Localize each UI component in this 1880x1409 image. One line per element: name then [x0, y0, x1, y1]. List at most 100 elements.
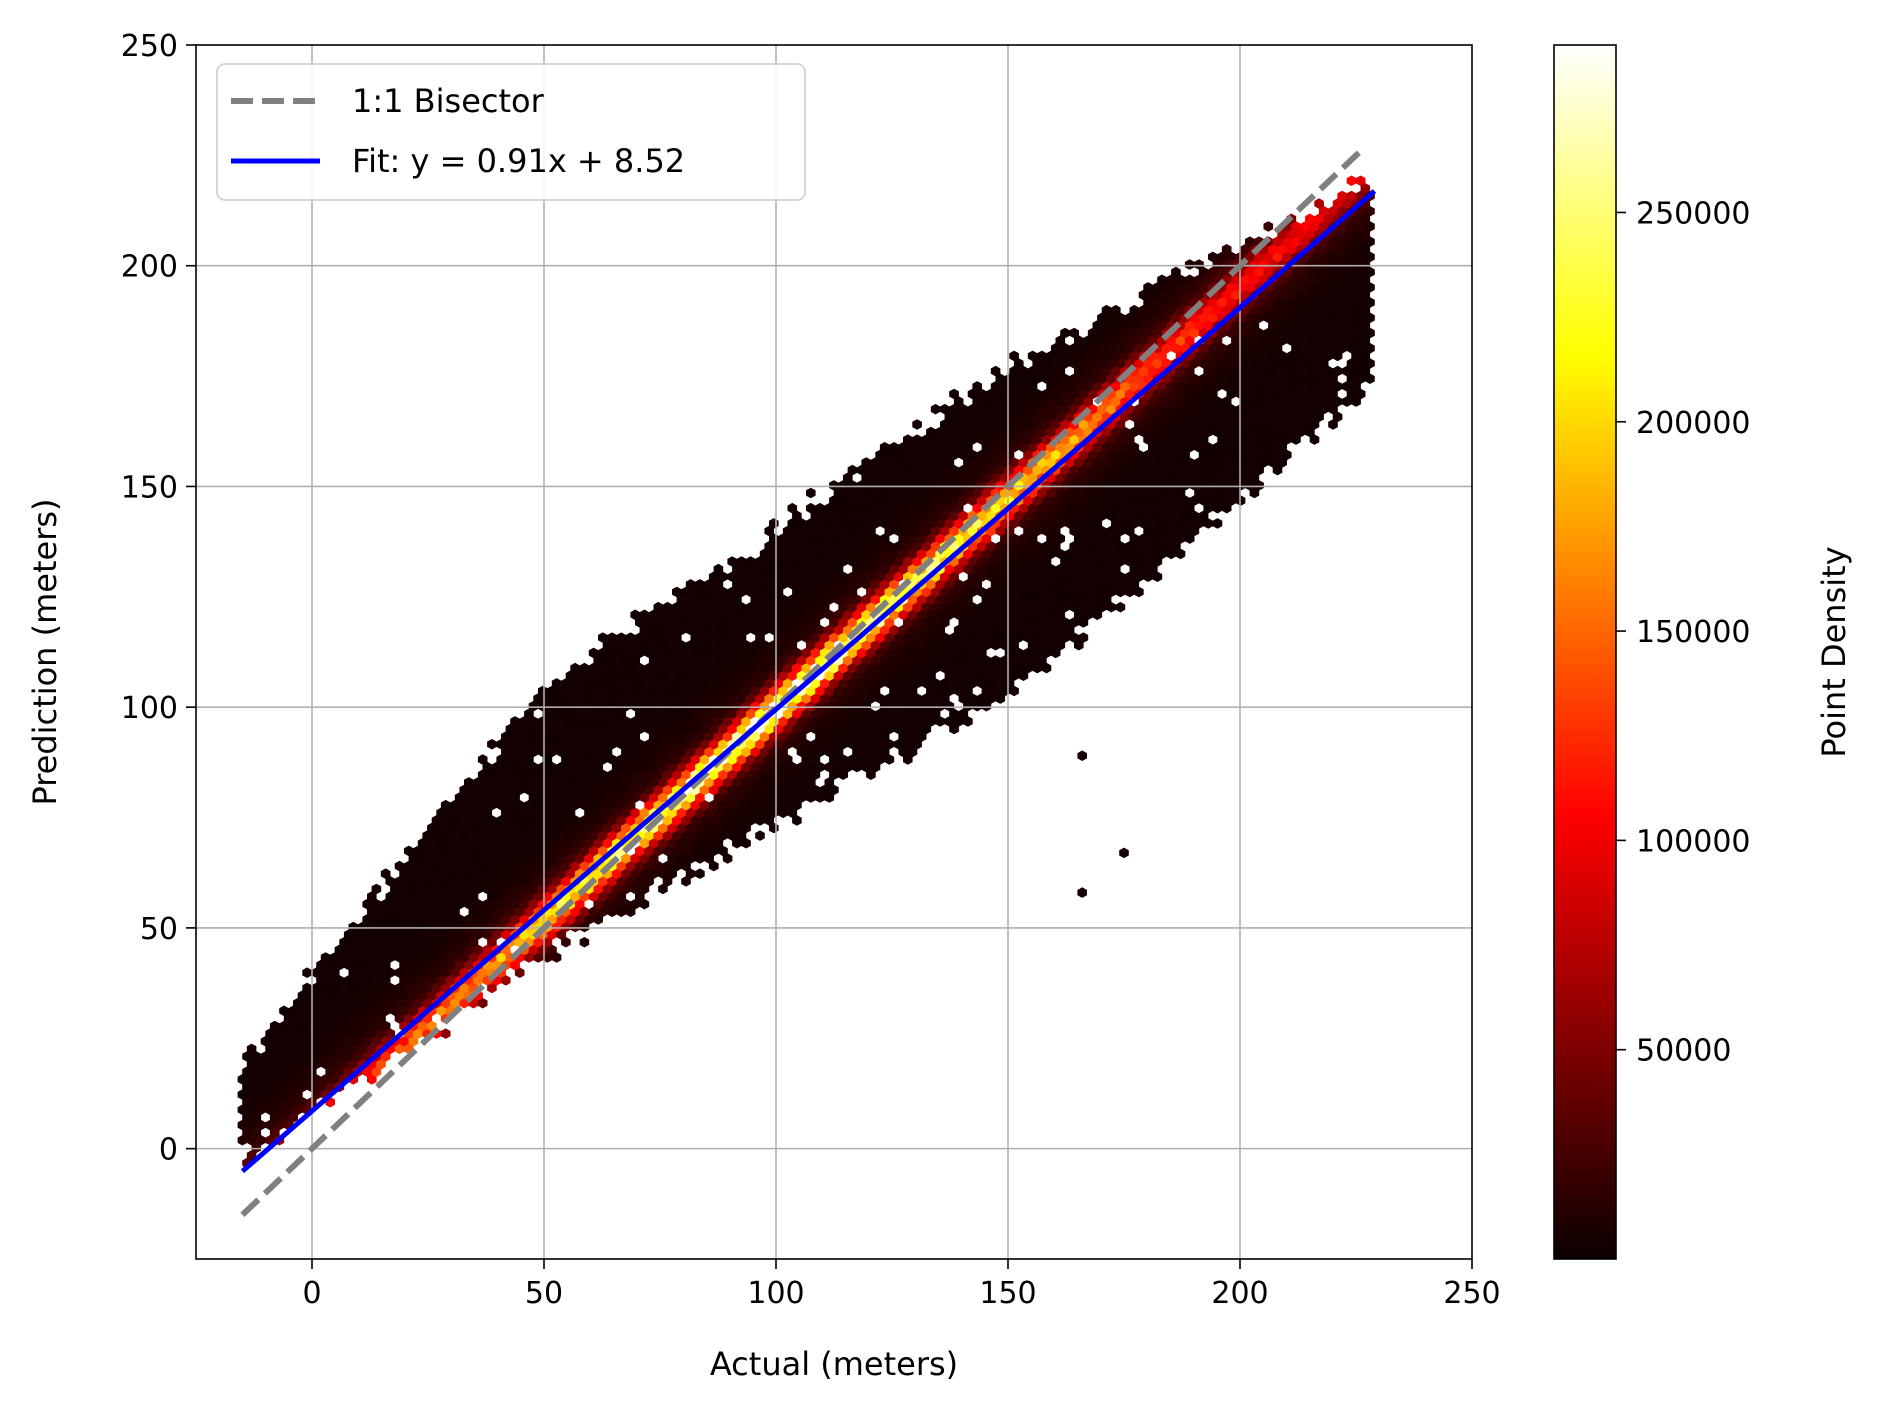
density-hex-394: [538, 944, 548, 956]
density-hex-1751: [1009, 670, 1019, 681]
density-hex-470: [371, 914, 382, 925]
density-hex-53: [288, 1081, 298, 1093]
density-hex-1094: [658, 777, 668, 788]
density-hex-291: [380, 975, 391, 986]
density-hex-1709: [611, 670, 622, 681]
density-hex-1422: [602, 716, 613, 727]
density-hex-435: [491, 929, 502, 940]
density-hex-1466: [570, 708, 580, 720]
density-hex-732: [639, 853, 650, 864]
density-hex-1092: [639, 777, 650, 788]
density-hex-1707: [593, 670, 603, 681]
density-hex-1210: [653, 754, 664, 765]
density-hex-1675: [745, 678, 756, 689]
density-hex-654: [510, 868, 520, 879]
density-hex-1086: [584, 777, 594, 788]
density-hex-1199: [542, 754, 553, 765]
density-hex-1577: [736, 693, 747, 704]
density-hex-456: [468, 921, 479, 933]
density-hex-422: [371, 929, 382, 940]
density-hex-4039: [1077, 750, 1087, 761]
density-hex-1614: [621, 685, 631, 697]
density-hex-1445: [815, 716, 825, 727]
density-hex-153: [274, 1028, 285, 1039]
density-hex-372: [551, 952, 562, 963]
density-hex-1562: [598, 693, 608, 704]
density-hex-1374: [579, 723, 590, 735]
density-hex-937: [630, 807, 640, 819]
density-hex-872: [685, 822, 696, 834]
density-hex-50: [260, 1081, 271, 1093]
density-hex-1174: [695, 761, 705, 773]
density-hex-1578: [745, 693, 756, 704]
colorbar-tick-label-150000: 150000: [1636, 615, 1751, 650]
density-hex-645: [427, 868, 437, 879]
density-hex-1335: [611, 731, 622, 742]
density-hex-484: [501, 914, 511, 925]
density-hex-802: [685, 838, 696, 849]
density-hex-1547: [907, 700, 918, 712]
density-hex-434: [482, 929, 493, 940]
density-hex-1430: [676, 716, 687, 727]
density-hex-1324: [510, 731, 520, 742]
density-hex-389: [482, 944, 493, 956]
density-hex-1100: [713, 777, 724, 788]
density-hex-1688: [866, 678, 876, 689]
density-hex-1204: [598, 754, 608, 765]
density-hex-1734: [843, 670, 853, 681]
density-hex-1444: [806, 716, 816, 727]
density-hex-316: [422, 967, 433, 978]
density-hex-1141: [745, 769, 756, 780]
density-hex-712: [454, 853, 465, 864]
density-hex-102: [242, 1051, 252, 1062]
density-hex-1645: [926, 685, 936, 697]
density-hex-159: [330, 1028, 340, 1039]
density-hex-164: [376, 1028, 386, 1039]
density-hex-1668: [681, 678, 691, 689]
density-hex-1785: [866, 662, 876, 674]
density-hex-127: [339, 1043, 349, 1055]
density-hex-401: [385, 937, 396, 948]
density-hex-424: [390, 929, 400, 940]
density-hex-875: [713, 822, 724, 834]
density-hex-258: [427, 990, 437, 1001]
density-hex-1448: [843, 716, 853, 727]
density-hex-700: [635, 860, 645, 872]
density-hex-1330: [565, 731, 576, 742]
density-hex-1295: [662, 739, 673, 750]
density-hex-1820: [741, 655, 751, 666]
density-hex-1087: [593, 777, 603, 788]
density-hex-227: [330, 997, 340, 1009]
density-hex-523: [362, 898, 372, 910]
density-hex-1388: [708, 723, 719, 735]
density-hex-668: [639, 868, 650, 879]
density-hex-270: [357, 982, 368, 994]
density-hex-113: [343, 1051, 354, 1062]
density-hex-22: [237, 1104, 248, 1116]
density-hex-1224: [782, 754, 793, 765]
density-hex-999: [510, 792, 520, 803]
density-hex-1718: [695, 670, 705, 681]
density-hex-1755: [588, 662, 599, 674]
density-hex-748: [477, 845, 488, 857]
density-hex-271: [367, 982, 377, 994]
density-hex-854: [519, 822, 530, 834]
density-hex-884: [468, 815, 479, 826]
density-hex-453: [440, 921, 451, 933]
density-hex-1599: [940, 693, 950, 704]
density-hex-789: [556, 838, 567, 849]
density-hex-1194: [477, 754, 488, 765]
density-hex-1187: [815, 761, 825, 773]
density-hex-1371: [551, 723, 562, 735]
density-hex-248: [334, 990, 345, 1001]
density-hex-1153: [491, 761, 502, 773]
density-hex-361: [450, 952, 460, 963]
density-hex-326: [316, 959, 326, 971]
density-hex-192: [320, 1013, 331, 1024]
density-hex-305: [311, 967, 322, 978]
density-hex-1556: [542, 693, 553, 704]
density-hex-96: [330, 1058, 340, 1070]
density-hex-1499: [884, 708, 895, 720]
density-hex-431: [454, 929, 465, 940]
